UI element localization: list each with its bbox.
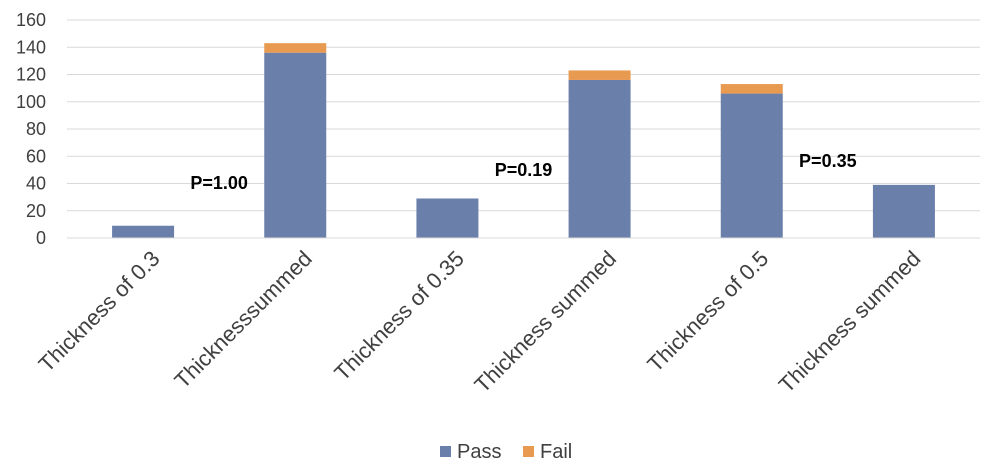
x-category-label: Thickness summed: [469, 246, 621, 398]
bar-pass-0: [112, 225, 175, 238]
x-axis-labels: Thickness of 0.3 Thicknesssummed Thickness…: [34, 246, 926, 398]
bar-pass-1: [264, 52, 327, 239]
y-tick-label: 20: [26, 201, 46, 221]
bar-fail-3: [568, 70, 631, 80]
bar-pass-4: [720, 93, 783, 238]
legend-label-fail: Fail: [540, 441, 572, 463]
bar-pass-5: [872, 184, 935, 238]
bar-pass-3: [568, 79, 631, 238]
y-tick-label: 0: [36, 228, 46, 248]
y-tick-label: 100: [16, 92, 46, 112]
y-tick-label: 160: [16, 10, 46, 30]
y-axis-ticks: 0 20 40 60 80 100 120 140 160: [16, 10, 46, 248]
legend-label-pass: Pass: [457, 441, 501, 463]
x-category-label: Thickness of 0.5: [642, 246, 773, 377]
legend-swatch-pass: [440, 446, 451, 457]
x-category-label: Thickness of 0.3: [34, 246, 165, 377]
y-tick-label: 140: [16, 37, 46, 57]
x-category-label: Thickness of 0.35: [329, 246, 469, 386]
y-tick-label: 60: [26, 146, 46, 166]
y-tick-label: 120: [16, 65, 46, 85]
p-value-annotations: P=1.00 P=0.19 P=0.35: [190, 151, 856, 193]
p-value-annotation: P=0.19: [495, 160, 553, 180]
gridlines: [67, 19, 980, 212]
bar-fail-1: [264, 43, 327, 53]
y-tick-label: 80: [26, 119, 46, 139]
x-category-label: Thickness summed: [774, 246, 926, 398]
p-value-annotation: P=1.00: [190, 173, 248, 193]
x-category-label: Thicknesssummed: [169, 246, 316, 393]
y-tick-label: 40: [26, 174, 46, 194]
legend: Pass Fail: [440, 441, 572, 463]
bar-fail-4: [720, 84, 783, 94]
legend-swatch-fail: [523, 446, 534, 457]
bar-pass-2: [416, 198, 479, 238]
bars: [112, 43, 935, 239]
p-value-annotation: P=0.35: [799, 151, 857, 171]
